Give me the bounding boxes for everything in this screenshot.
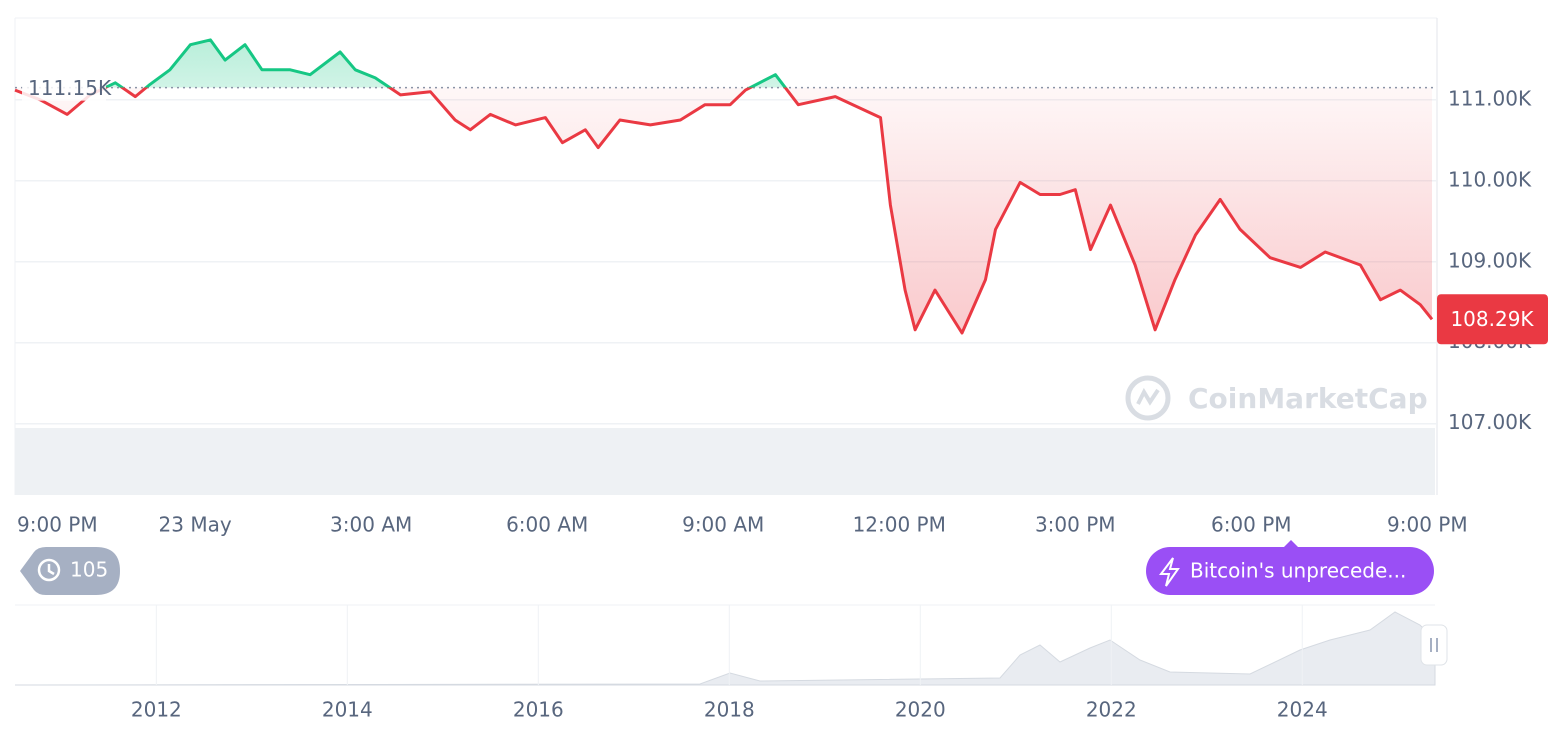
x-tick-label: 3:00 PM [1035,513,1116,537]
navigator-tick-label: 2022 [1086,698,1137,722]
navigator-tick-label: 2016 [513,698,564,722]
navigator-tick-label: 2018 [704,698,755,722]
price-line [14,38,1434,335]
y-tick-label: 109.00K [1448,248,1532,272]
navigator-tick-label: 2020 [895,698,946,722]
reference-label: 111.15K [28,76,112,100]
area [15,39,1432,334]
history-count: 105 [70,558,108,582]
news-bg[interactable] [1146,547,1434,595]
reference-label-bg [22,74,106,101]
history-icon [37,558,61,582]
x-tick-label: 3:00 AM [330,513,412,537]
navigator-handle[interactable] [1420,624,1448,666]
watermark-text: CoinMarketCap [1188,382,1428,415]
navigator-tick-label: 2012 [131,698,182,722]
last-price-label: 108.29K [1450,307,1534,331]
pointer [1284,540,1298,547]
history-badge[interactable]: 105 [20,547,120,595]
history-icon [47,564,55,576]
watermark-logo [1136,387,1160,406]
news-text: Bitcoin's unprecede... [1190,559,1406,583]
navigator-tick-label: 2014 [322,698,373,722]
x-tick-label: 9:00 PM [1387,513,1468,537]
x-tick-label: 6:00 PM [1211,513,1292,537]
plot [14,38,1437,425]
x-tick-label: 9:00 PM [17,513,98,537]
lightning-icon [1159,557,1180,587]
volume-band [15,428,1435,495]
news-button[interactable]: Bitcoin's unprecede... [1146,540,1434,595]
x-tick-label: 9:00 AM [682,513,764,537]
badge-bg[interactable] [20,547,120,595]
y-tick-label: 110.00K [1448,167,1532,191]
watermark: CoinMarketCap [1125,375,1428,421]
y-tick-label: 107.00K [1448,410,1532,434]
last-price-bg [1437,294,1548,345]
x-tick-label: 23 May [159,513,232,537]
x-tick-label: 6:00 AM [506,513,588,537]
watermark-logo [1125,375,1171,421]
y-tick-label: 111.00K [1448,86,1532,110]
navigator-area [14,611,1436,686]
navigator-bg [15,605,1435,685]
x-tick-label: 12:00 PM [853,513,946,537]
navigator-tick-label: 2024 [1277,698,1328,722]
